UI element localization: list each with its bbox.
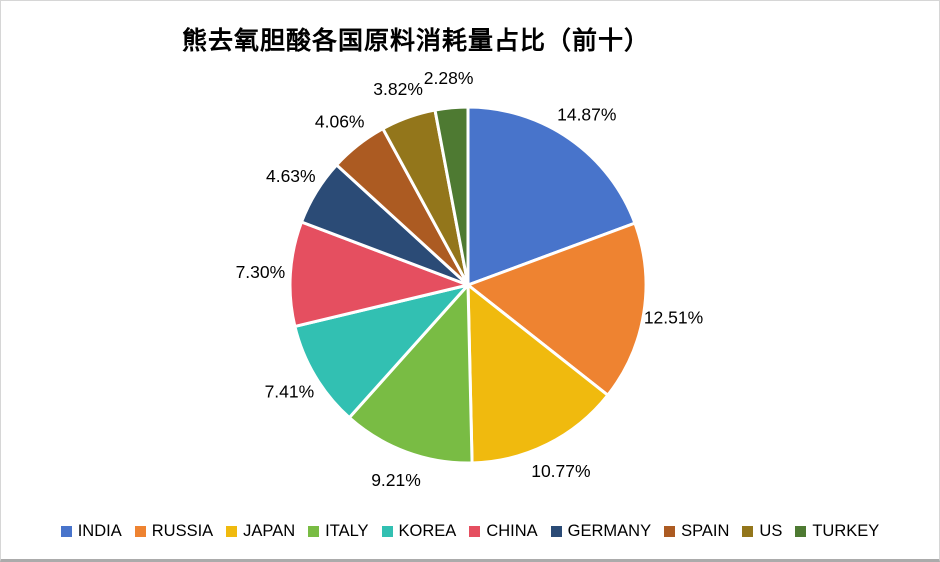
pie-slice-korea xyxy=(293,283,470,420)
legend-item-india: INDIA xyxy=(60,522,122,541)
legend-label-germany: GERMANY xyxy=(567,522,652,540)
legend-label-spain: SPAIN xyxy=(681,522,730,540)
pie-slice-italy xyxy=(347,283,474,465)
legend-item-russia: RUSSIA xyxy=(134,522,214,541)
legend-label-us: US xyxy=(759,522,783,540)
legend-swatch-china xyxy=(469,526,481,537)
legend-swatch-italy xyxy=(308,526,320,537)
legend-swatch-us xyxy=(742,526,754,537)
legend-label-india: INDIA xyxy=(77,522,122,540)
legend-label-turkey: TURKEY xyxy=(812,522,880,540)
legend-label-italy: ITALY xyxy=(325,522,369,540)
legend-label-china: CHINA xyxy=(486,522,538,540)
legend-item-germany: GERMANY xyxy=(550,522,652,541)
slice-label-china: 7.30% xyxy=(236,262,286,282)
slice-label-korea: 7.41% xyxy=(265,382,315,402)
legend-label-korea: KOREA xyxy=(398,522,457,540)
slice-label-italy: 9.21% xyxy=(371,470,421,490)
pie-slice-turkey xyxy=(433,105,470,287)
pie-slice-india xyxy=(466,105,637,287)
legend-item-italy: ITALY xyxy=(308,522,369,541)
legend-item-us: US xyxy=(742,522,782,541)
legend-item-china: CHINA xyxy=(469,522,538,541)
slice-label-us: 3.82% xyxy=(373,79,423,99)
chart-title: 熊去氧胆酸各国原料消耗量占比（前十） xyxy=(181,27,650,55)
legend-swatch-turkey xyxy=(795,526,807,537)
legend-item-spain: SPAIN xyxy=(664,522,729,541)
legend-item-korea: KOREA xyxy=(381,522,457,541)
legend-swatch-germany xyxy=(550,526,562,537)
legend-label-russia: RUSSIA xyxy=(151,522,214,540)
legend-label-japan: JAPAN xyxy=(243,522,296,540)
legend-item-japan: JAPAN xyxy=(226,522,295,541)
slice-label-russia: 12.51% xyxy=(644,307,703,327)
legend-item-turkey: TURKEY xyxy=(795,522,879,541)
legend-swatch-korea xyxy=(381,526,393,537)
legend-swatch-russia xyxy=(134,526,146,537)
slice-label-india: 14.87% xyxy=(557,104,616,124)
slice-label-japan: 10.77% xyxy=(531,461,590,481)
chart-legend: INDIA RUSSIA JAPAN ITALY KOREA CHINA GERMANY SP… xyxy=(1,522,939,541)
slice-label-turkey: 2.28% xyxy=(424,68,474,88)
slice-label-germany: 4.63% xyxy=(266,166,316,186)
pie-slice-russia xyxy=(466,221,648,397)
legend-swatch-japan xyxy=(226,526,238,537)
pie-slice-japan xyxy=(466,283,610,465)
pie-slice-china xyxy=(288,220,470,328)
legend-swatch-india xyxy=(60,526,72,537)
legend-swatch-spain xyxy=(664,526,676,537)
slice-label-spain: 4.06% xyxy=(315,111,365,131)
